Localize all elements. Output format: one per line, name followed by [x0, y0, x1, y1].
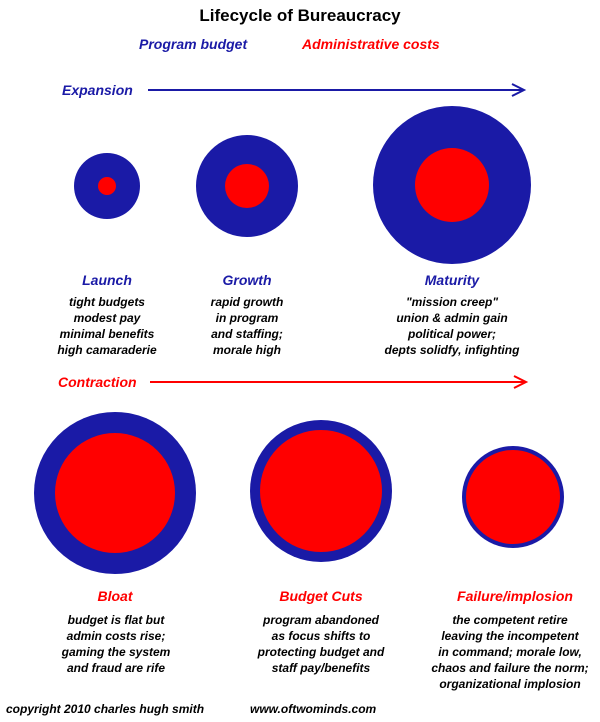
desc-line: organizational implosion	[439, 677, 581, 691]
bloat-budget-circle	[34, 412, 196, 574]
website-text: www.oftwominds.com	[250, 702, 377, 716]
stage-desc-maturity: "mission creep" union & admin gain polit…	[372, 294, 532, 358]
launch-budget-circle	[74, 153, 140, 219]
launch-admin-circle	[98, 177, 116, 195]
desc-line: staff pay/benefits	[271, 661, 371, 675]
diagram-title: Lifecycle of Bureaucracy	[199, 6, 401, 25]
stage-title-failure: Failure/implosion	[457, 588, 573, 604]
desc-line: chaos and failure the norm;	[431, 661, 589, 675]
growth-budget-circle	[196, 135, 298, 237]
desc-line: tight budgets	[69, 295, 145, 309]
maturity-admin-circle	[415, 148, 489, 222]
failure-admin-circle	[466, 450, 560, 544]
desc-line: admin costs rise;	[66, 629, 166, 643]
maturity-budget-circle	[373, 106, 531, 264]
desc-line: in command; morale low,	[438, 645, 582, 659]
stage-title-growth: Growth	[222, 272, 272, 288]
stage-title-bloat: Bloat	[97, 588, 133, 604]
copyright-text: copyright 2010 charles hugh smith	[6, 702, 205, 716]
budget-cuts-admin-circle	[260, 430, 382, 552]
desc-line: political power;	[407, 327, 496, 341]
desc-line: morale high	[212, 343, 281, 357]
legend-administrative-costs: Administrative costs	[302, 36, 440, 52]
desc-line: in program	[215, 311, 279, 325]
desc-line: the competent retire	[452, 613, 568, 627]
desc-line: leaving the incompetent	[441, 629, 579, 643]
stage-title-launch: Launch	[82, 272, 132, 288]
stage-title-maturity: Maturity	[424, 272, 480, 288]
stage-desc-launch: tight budgets modest pay minimal benefit…	[32, 294, 182, 358]
desc-line: high camaraderie	[57, 343, 157, 357]
desc-line: minimal benefits	[59, 327, 155, 341]
expansion-label: Expansion	[62, 82, 133, 98]
desc-line: program abandoned	[262, 613, 379, 627]
desc-line: modest pay	[73, 311, 141, 325]
desc-line: as focus shifts to	[271, 629, 371, 643]
failure-budget-circle	[462, 446, 564, 548]
desc-line: rapid growth	[210, 295, 284, 309]
desc-line: gaming the system	[61, 645, 171, 659]
stage-desc-bloat: budget is flat but admin costs rise; gam…	[38, 612, 194, 676]
desc-line: and fraud are rife	[66, 661, 166, 675]
desc-line: protecting budget and	[257, 645, 385, 659]
desc-line: union & admin gain	[396, 311, 508, 325]
contraction-label: Contraction	[58, 374, 137, 390]
stage-desc-budget-cuts: program abandoned as focus shifts to pro…	[236, 612, 406, 676]
budget-cuts-budget-circle	[250, 420, 392, 562]
bloat-admin-circle	[55, 433, 175, 553]
stage-title-budget-cuts: Budget Cuts	[279, 588, 363, 604]
stage-desc-failure: the competent retire leaving the incompe…	[420, 612, 600, 692]
stage-desc-growth: rapid growth in program and staffing; mo…	[185, 294, 309, 358]
desc-line: budget is flat but	[67, 613, 165, 627]
growth-admin-circle	[225, 164, 269, 208]
legend-program-budget: Program budget	[139, 36, 248, 52]
desc-line: and staffing;	[211, 327, 283, 341]
desc-line: depts solidfy, infighting	[384, 343, 520, 357]
desc-line: "mission creep"	[405, 295, 499, 309]
